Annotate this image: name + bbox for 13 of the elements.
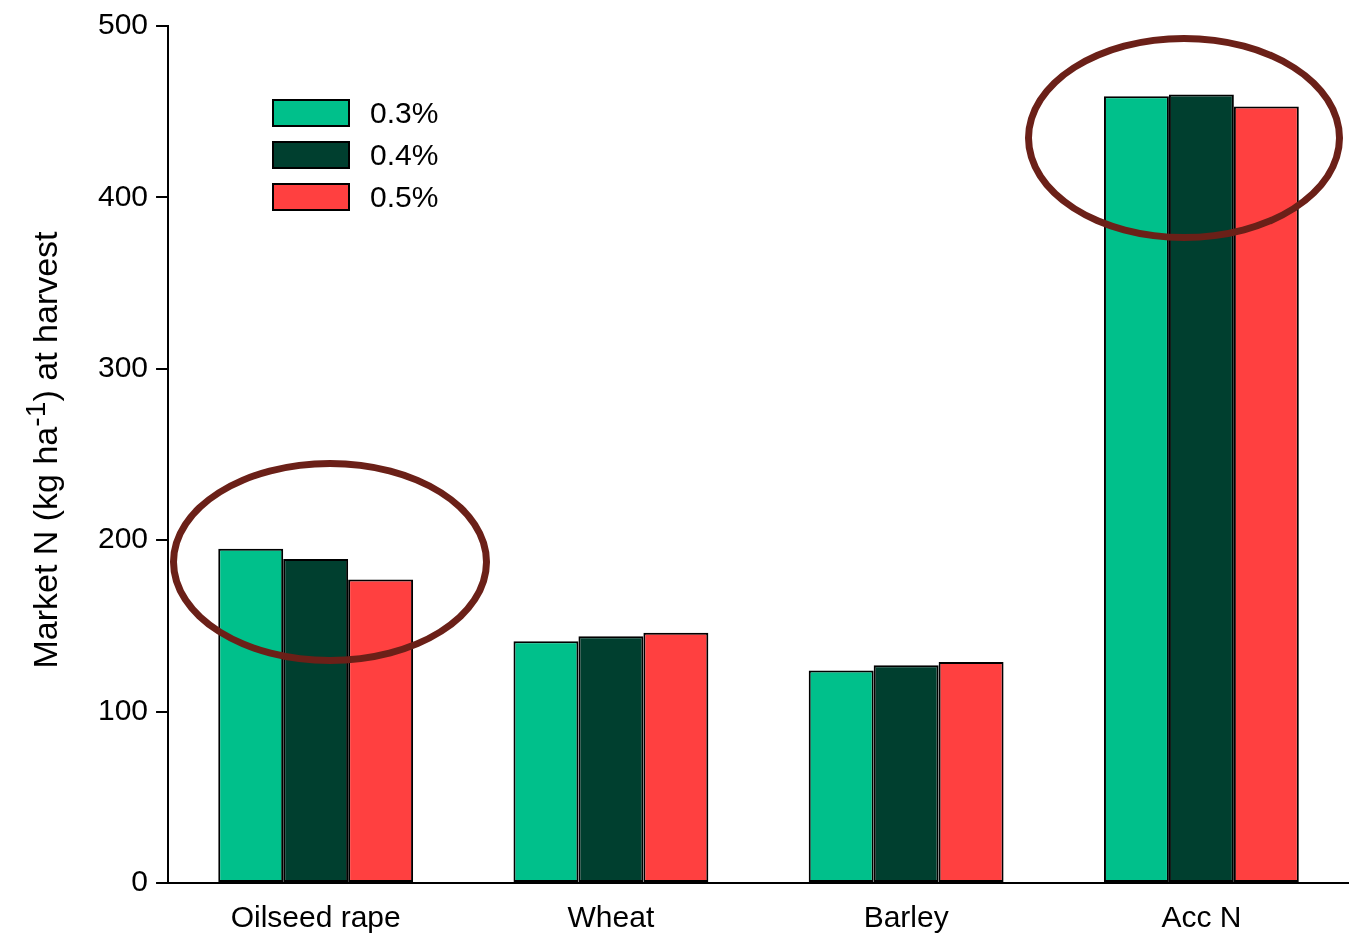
legend-label: 0.3% <box>370 96 439 130</box>
y-tick-label: 500 <box>97 7 149 41</box>
x-tick-label: Wheat <box>567 900 655 934</box>
y-tick-label: 300 <box>97 350 149 384</box>
x-tick-label: Oilseed rape <box>230 900 401 934</box>
x-tick-label: Acc N <box>1161 900 1242 934</box>
y-tick-label: 400 <box>97 178 149 212</box>
legend-label: 0.5% <box>370 180 439 214</box>
legend-label: 0.4% <box>370 138 439 172</box>
y-tick-label: 200 <box>97 521 149 555</box>
x-tick-label: Barley <box>863 900 949 934</box>
y-tick-label: 100 <box>97 692 149 726</box>
y-tick-label: 0 <box>131 864 149 898</box>
